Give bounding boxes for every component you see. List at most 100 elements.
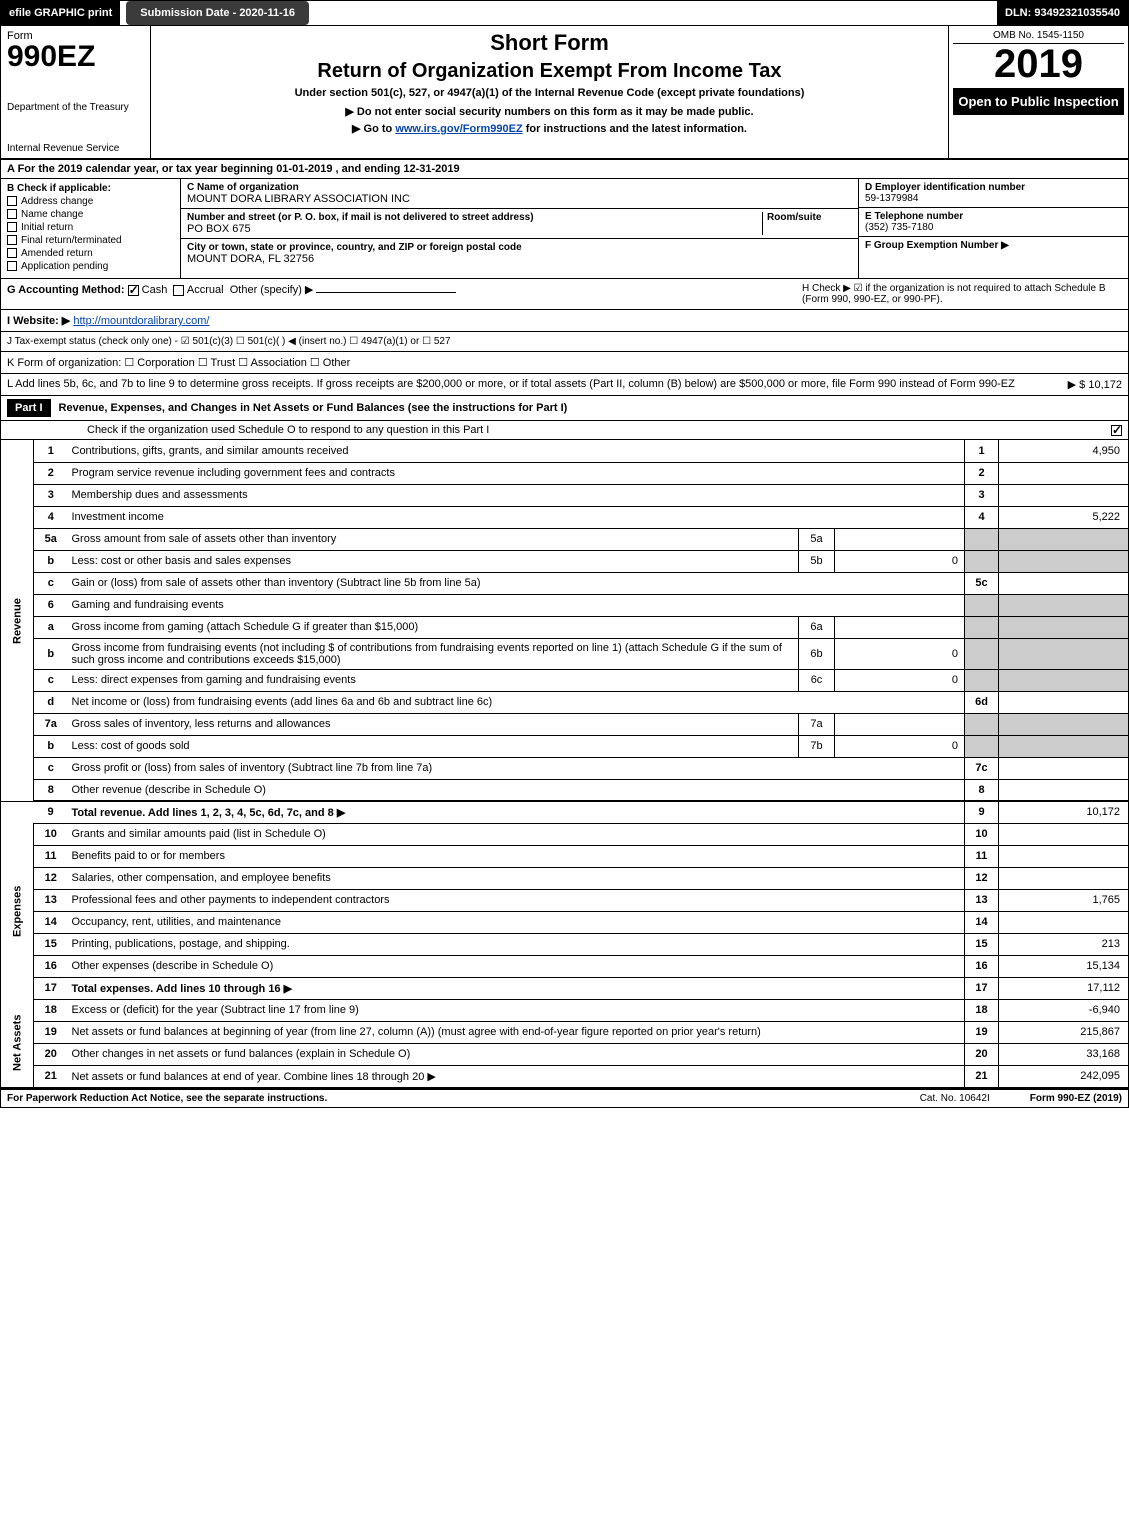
line-amount: -6,940 (999, 999, 1129, 1021)
line-num: 13 (34, 889, 68, 911)
chk-schedule-o[interactable] (1111, 425, 1122, 436)
table-row: b Gross income from fundraising events (… (1, 638, 1129, 669)
arrow-icon: ▶ (427, 1071, 435, 1083)
line-amount (999, 867, 1129, 889)
sub-line-ref: 7a (799, 713, 835, 735)
shaded-cell (999, 735, 1129, 757)
table-row: 17 Total expenses. Add lines 10 through … (1, 977, 1129, 999)
line-num: 8 (34, 779, 68, 801)
section-d-e-f: D Employer identification number 59-1379… (858, 179, 1128, 278)
line-desc: Less: direct expenses from gaming and fu… (72, 674, 356, 686)
chk-accrual[interactable] (173, 285, 184, 296)
other-specify-input[interactable] (316, 292, 456, 293)
table-row: 2 Program service revenue including gove… (1, 462, 1129, 484)
chk-final-return[interactable]: Final return/terminated (7, 235, 174, 246)
line-num: 16 (34, 955, 68, 977)
line-desc: Gross income from fundraising events (no… (72, 642, 782, 666)
line-num: 11 (34, 845, 68, 867)
line-ref: 14 (965, 911, 999, 933)
row-l-amount: ▶ $ 10,172 (1068, 378, 1122, 391)
section-b-label: B Check if applicable: (7, 183, 174, 194)
line-num: b (34, 638, 68, 669)
chk-application-pending[interactable]: Application pending (7, 261, 174, 272)
line-desc: Occupancy, rent, utilities, and maintena… (72, 916, 282, 928)
section-c-name-address: C Name of organization MOUNT DORA LIBRAR… (181, 179, 858, 278)
sub-line-amount: 0 (835, 669, 965, 691)
ein-label: D Employer identification number (865, 182, 1025, 193)
table-row: b Less: cost or other basis and sales ex… (1, 550, 1129, 572)
line-desc: Less: cost of goods sold (72, 740, 190, 752)
line-amount: 242,095 (999, 1065, 1129, 1087)
chk-name-change[interactable]: Name change (7, 209, 174, 220)
sub-line-amount (835, 713, 965, 735)
row-l-gross-receipts: L Add lines 5b, 6c, and 7b to line 9 to … (0, 374, 1129, 396)
part-1-check-row: Check if the organization used Schedule … (0, 421, 1129, 440)
table-row: 21 Net assets or fund balances at end of… (1, 1065, 1129, 1087)
sub-line-amount: 0 (835, 638, 965, 669)
table-row: 8 Other revenue (describe in Schedule O)… (1, 779, 1129, 801)
line-desc: Contributions, gifts, grants, and simila… (72, 445, 349, 457)
table-row: 14 Occupancy, rent, utilities, and maint… (1, 911, 1129, 933)
shaded-cell (965, 528, 999, 550)
table-row: Revenue 1 Contributions, gifts, grants, … (1, 440, 1129, 462)
line-ref: 13 (965, 889, 999, 911)
row-h-schedule-b: H Check ▶ ☑ if the organization is not r… (802, 283, 1122, 305)
shaded-cell (999, 528, 1129, 550)
tax-exempt-status: J Tax-exempt status (check only one) - ☑… (7, 336, 1122, 347)
line-desc: Net assets or fund balances at beginning… (72, 1026, 761, 1038)
address-value: PO BOX 675 (187, 223, 251, 235)
form-number: 990EZ (7, 42, 144, 72)
telephone-value: (352) 735-7180 (865, 222, 933, 233)
shaded-cell (965, 669, 999, 691)
line-ref: 11 (965, 845, 999, 867)
org-name-label: C Name of organization (187, 182, 299, 193)
empty-cell (1, 801, 34, 823)
sub-line-amount (835, 616, 965, 638)
irs-link[interactable]: www.irs.gov/Form990EZ (395, 123, 522, 135)
line-num: b (34, 550, 68, 572)
line-amount: 17,112 (999, 977, 1129, 999)
table-row: 15 Printing, publications, postage, and … (1, 933, 1129, 955)
line-desc: Printing, publications, postage, and shi… (72, 938, 290, 950)
table-row: d Net income or (loss) from fundraising … (1, 691, 1129, 713)
sub-line-ref: 7b (799, 735, 835, 757)
website-link[interactable]: http://mountdoralibrary.com/ (73, 315, 209, 327)
short-form-title: Short Form (159, 30, 940, 56)
shaded-cell (999, 550, 1129, 572)
table-row: 12 Salaries, other compensation, and emp… (1, 867, 1129, 889)
chk-cash[interactable] (128, 285, 139, 296)
table-row: 20 Other changes in net assets or fund b… (1, 1043, 1129, 1065)
shaded-cell (965, 550, 999, 572)
line-ref: 6d (965, 691, 999, 713)
net-assets-vertical-label: Net Assets (1, 999, 34, 1087)
efile-print-button[interactable]: efile GRAPHIC print (1, 1, 120, 25)
arrow-icon: ▶ (337, 807, 345, 819)
expenses-vertical-label: Expenses (1, 823, 34, 999)
line-ref: 18 (965, 999, 999, 1021)
shaded-cell (999, 669, 1129, 691)
row-g-h: G Accounting Method: Cash Accrual Other … (0, 279, 1129, 310)
line-ref: 3 (965, 484, 999, 506)
under-section-text: Under section 501(c), 527, or 4947(a)(1)… (159, 87, 940, 99)
shaded-cell (999, 616, 1129, 638)
chk-address-change[interactable]: Address change (7, 196, 174, 207)
table-row: 19 Net assets or fund balances at beginn… (1, 1021, 1129, 1043)
form-footer-label: Form 990-EZ (2019) (1030, 1093, 1122, 1104)
header-center: Short Form Return of Organization Exempt… (151, 26, 948, 158)
line-num: 2 (34, 462, 68, 484)
city-value: MOUNT DORA, FL 32756 (187, 253, 314, 265)
dept-treasury-label: Department of the Treasury (7, 102, 144, 113)
line-ref: 4 (965, 506, 999, 528)
line-amount: 33,168 (999, 1043, 1129, 1065)
org-name-value: MOUNT DORA LIBRARY ASSOCIATION INC (187, 193, 410, 205)
sub-line-ref: 5b (799, 550, 835, 572)
line-desc: Investment income (72, 511, 164, 523)
line-amount (999, 484, 1129, 506)
tax-year: 2019 (953, 44, 1124, 84)
chk-initial-return[interactable]: Initial return (7, 222, 174, 233)
page-footer: For Paperwork Reduction Act Notice, see … (0, 1088, 1129, 1108)
line-desc: Gross sales of inventory, less returns a… (72, 718, 331, 730)
revenue-vertical-label: Revenue (1, 440, 34, 801)
chk-amended-return[interactable]: Amended return (7, 248, 174, 259)
accrual-label: Accrual (187, 284, 224, 296)
